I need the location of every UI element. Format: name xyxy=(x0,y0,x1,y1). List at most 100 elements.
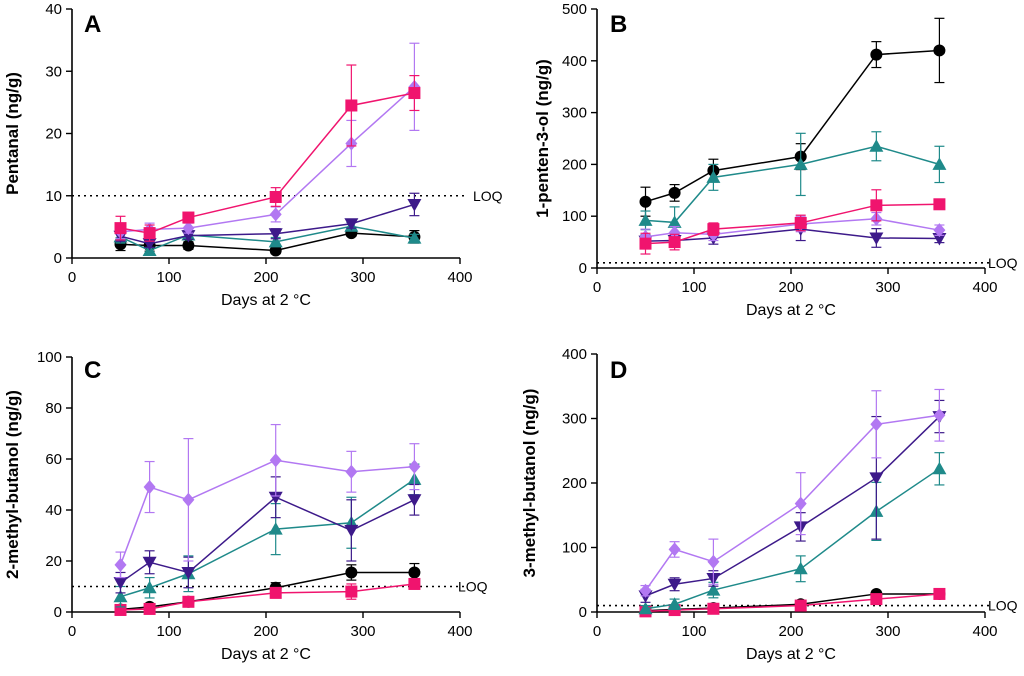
series-pink-square xyxy=(639,587,946,618)
x-tick-label: 200 xyxy=(778,279,803,296)
data-point xyxy=(933,408,946,423)
loq-label: LOQ xyxy=(988,255,1018,271)
data-point xyxy=(182,239,195,252)
series-pink-square xyxy=(639,189,946,255)
data-point xyxy=(870,593,883,606)
series-violet-diamond xyxy=(639,388,946,598)
series-line xyxy=(119,459,415,566)
series-line xyxy=(120,203,415,245)
data-point xyxy=(870,417,883,432)
data-point xyxy=(639,583,652,598)
data-point xyxy=(181,566,196,580)
data-point xyxy=(707,554,720,569)
data-point xyxy=(268,228,283,241)
data-point xyxy=(269,190,282,203)
data-point xyxy=(706,583,721,596)
series-indigo-triangle-down xyxy=(113,476,422,594)
data-point xyxy=(407,231,422,244)
x-tick-label: 300 xyxy=(350,623,375,640)
data-point xyxy=(268,522,283,535)
data-point xyxy=(932,461,947,475)
data-point xyxy=(268,234,283,248)
data-point xyxy=(345,464,358,479)
x-tick-label: 300 xyxy=(875,279,900,296)
data-point xyxy=(142,580,157,594)
y-tick-label: 100 xyxy=(562,540,587,557)
y-tick-label: 80 xyxy=(45,400,62,417)
data-point xyxy=(794,496,807,511)
series-line xyxy=(645,416,940,597)
series-pink-square xyxy=(114,64,421,242)
data-point xyxy=(933,44,946,57)
data-point xyxy=(408,577,421,590)
y-tick-label: 40 xyxy=(45,1,62,18)
data-point xyxy=(706,170,721,183)
data-point xyxy=(113,589,128,603)
x-tick-label: 400 xyxy=(447,623,472,640)
x-tick-label: 100 xyxy=(156,269,181,286)
data-point xyxy=(793,561,808,575)
series-teal-triangle xyxy=(638,452,947,615)
data-point xyxy=(639,237,652,250)
data-point xyxy=(345,99,358,112)
data-point xyxy=(668,236,681,249)
data-point xyxy=(182,492,195,507)
y-tick-label: 500 xyxy=(562,1,587,18)
data-point xyxy=(407,494,422,507)
series-line xyxy=(120,478,415,598)
data-point xyxy=(869,139,884,152)
y-tick-label: 300 xyxy=(562,105,587,122)
x-tick-label: 200 xyxy=(253,269,278,286)
loq-label: LOQ xyxy=(988,598,1018,614)
series-line xyxy=(644,414,940,592)
x-tick-label: 0 xyxy=(68,269,76,286)
data-point xyxy=(113,577,128,590)
data-point xyxy=(344,524,359,538)
y-axis-title: 2-methyl-butanol (ng/g) xyxy=(3,390,22,579)
data-point xyxy=(142,556,157,570)
x-tick-label: 400 xyxy=(972,623,997,640)
data-point xyxy=(269,586,282,599)
series-line xyxy=(120,225,415,252)
data-point xyxy=(668,186,681,199)
x-tick-label: 400 xyxy=(447,269,472,286)
series-line xyxy=(120,583,415,611)
series-teal-triangle xyxy=(638,131,947,239)
series-line xyxy=(645,468,940,610)
data-point xyxy=(639,195,652,208)
data-point xyxy=(345,566,358,579)
data-point xyxy=(667,578,682,592)
y-tick-label: 20 xyxy=(45,553,62,570)
data-point xyxy=(269,207,282,222)
y-tick-label: 20 xyxy=(45,126,62,143)
series-line xyxy=(120,496,415,584)
data-point xyxy=(638,601,653,615)
series-line xyxy=(120,571,415,611)
y-tick-label: 200 xyxy=(562,475,587,492)
data-point xyxy=(933,223,946,238)
x-tick-label: 400 xyxy=(972,279,997,296)
loq-label: LOQ xyxy=(473,188,503,204)
y-tick-label: 0 xyxy=(54,250,62,267)
data-point xyxy=(707,223,720,236)
y-axis-title: 3-methyl-butanol (ng/g) xyxy=(520,389,539,578)
x-tick-label: 300 xyxy=(350,269,375,286)
y-axis-title: 1-penten-3-ol (ng/g) xyxy=(533,59,552,218)
series-pink-square xyxy=(114,577,421,616)
data-point xyxy=(932,157,947,170)
loq-label: LOQ xyxy=(458,579,488,595)
x-tick-label: 100 xyxy=(156,623,181,640)
data-point xyxy=(869,232,884,245)
y-axis-title: Pentanal (ng/g) xyxy=(3,72,22,195)
series-black-circle xyxy=(639,17,946,217)
series-indigo-triangle-down xyxy=(113,192,422,251)
data-point xyxy=(407,198,422,212)
series-indigo-triangle-down xyxy=(638,399,947,603)
panel-letter: C xyxy=(84,357,101,384)
series-line xyxy=(645,218,940,238)
data-point xyxy=(143,602,156,615)
series-line xyxy=(645,49,940,203)
data-point xyxy=(182,595,195,608)
series-line xyxy=(120,86,415,233)
